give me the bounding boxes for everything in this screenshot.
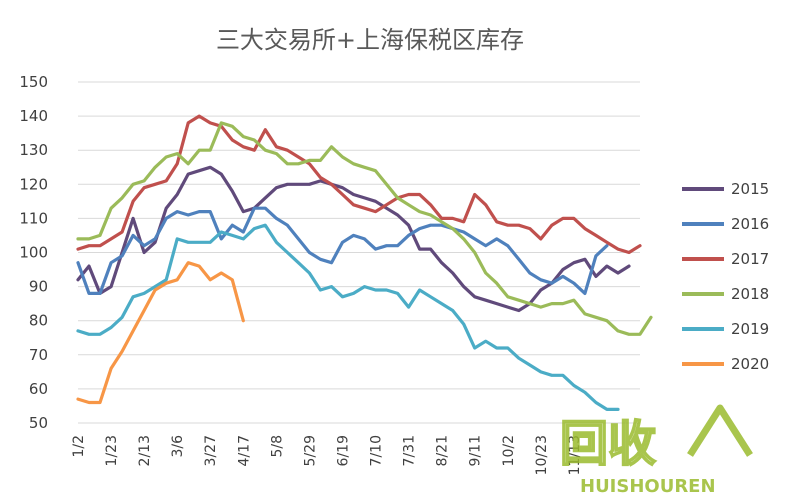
x-tick-label: 1/2 [71,435,87,458]
legend: 2015 2016 2017 2018 2019 2020 [682,180,769,373]
legend-label-2019: 2019 [731,320,769,338]
x-tick-label: 4/17 [236,435,252,466]
watermark-sub-text: HUISHOUREN [580,476,716,497]
grid-lines [78,81,640,424]
chart-title: 三大交易所+上海保税区库存 [216,26,524,54]
x-tick-label: 8/21 [435,435,451,466]
watermark-logo-text: 回收 [560,416,656,472]
y-axis-labels: 50 60 70 80 90 100 110 120 130 140 150 [19,73,48,432]
y-tick-label: 150 [19,73,48,91]
x-tick-label: 9/11 [468,435,484,466]
legend-label-2017: 2017 [731,250,769,268]
series-line-2018 [76,121,653,336]
series-line-2019 [76,223,620,411]
x-tick-label: 10/2 [501,435,517,466]
y-tick-label: 120 [19,175,48,193]
y-tick-label: 90 [29,278,48,296]
legend-label-2018: 2018 [731,285,769,303]
y-tick-label: 70 [29,346,48,364]
legend-label-2016: 2016 [731,215,769,233]
legend-label-2015: 2015 [731,180,769,198]
y-tick-label: 80 [29,312,48,330]
x-tick-label: 5/29 [302,435,318,466]
x-tick-label: 10/23 [534,435,550,475]
x-tick-label: 7/31 [402,435,418,466]
x-tick-label: 3/27 [203,435,219,466]
x-tick-label: 1/23 [104,435,120,466]
x-tick-label: 2/13 [137,435,153,466]
y-tick-label: 60 [29,380,48,398]
series-line-2016 [76,206,609,295]
x-axis-labels: 1/2 1/23 2/13 3/6 3/27 4/17 5/8 5/29 6/19 7/10 7/3… [71,435,583,475]
watermark-logo-mark [687,404,753,457]
series-line-2017 [76,114,642,255]
x-tick-label: 5/8 [269,435,285,458]
y-tick-label: 140 [19,107,48,125]
y-tick-label: 130 [19,141,48,159]
x-tick-label: 3/6 [170,435,186,458]
legend-label-2020: 2020 [731,355,769,373]
y-tick-label: 100 [19,244,48,262]
watermark: 回收 HUISHOUREN [559,404,753,497]
x-tick-label: 11/13 [567,435,583,475]
x-tick-label: 7/10 [369,435,385,466]
series-line-2020 [76,261,245,405]
y-tick-label: 50 [29,414,48,432]
series-lines [76,114,653,411]
series-line-2015 [76,165,631,313]
x-tick-label: 6/19 [335,435,351,466]
y-tick-label: 110 [19,209,48,227]
